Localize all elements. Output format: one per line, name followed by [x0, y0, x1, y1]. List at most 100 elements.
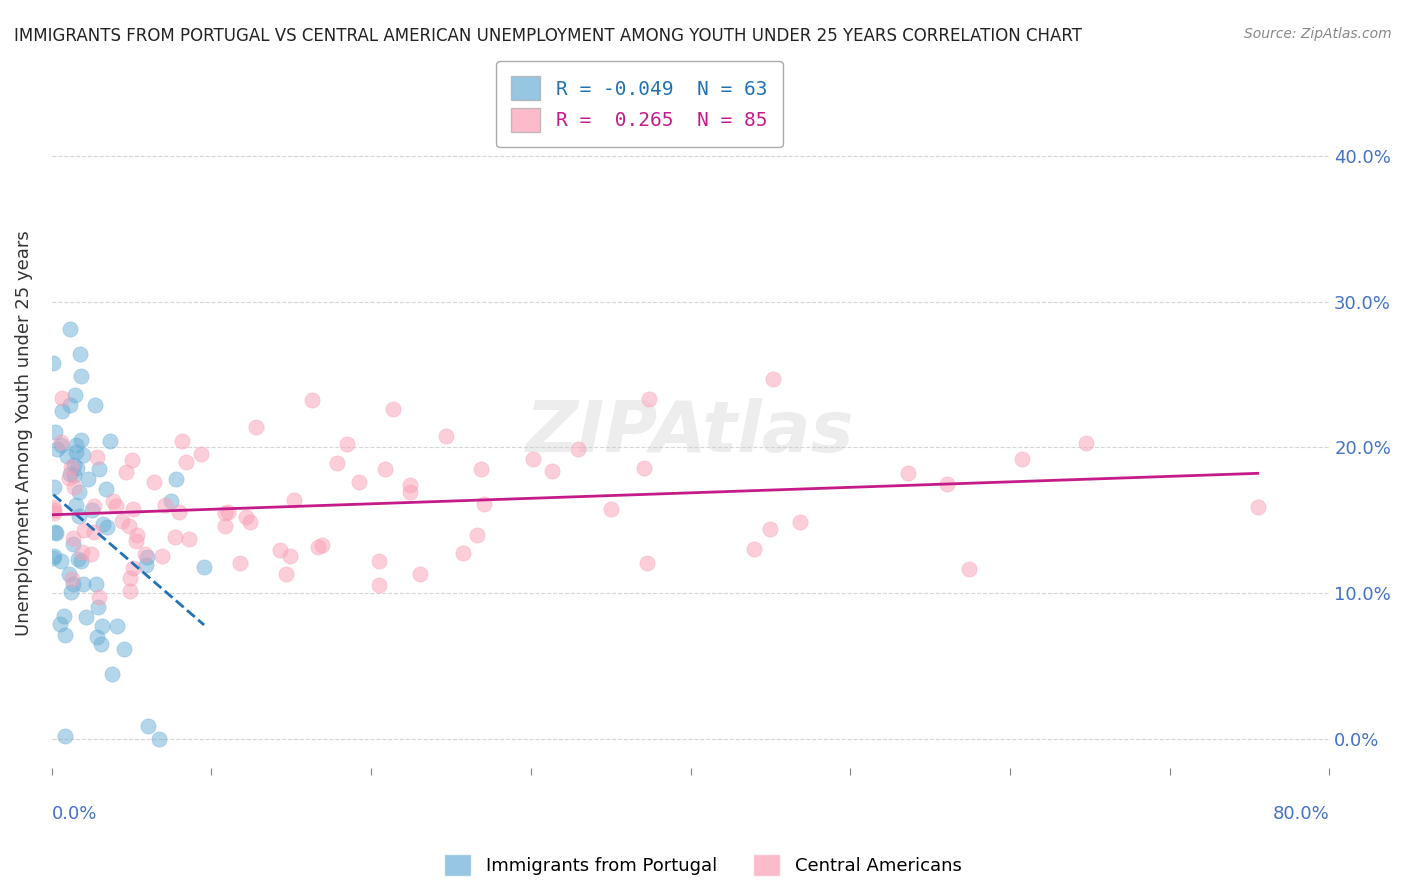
- Point: [72, 577, 94, 591]
- Point: [118, 571, 141, 585]
- Point: [374, 461, 396, 475]
- Point: [190, 447, 212, 461]
- Point: [759, 522, 782, 536]
- Point: [65, 498, 87, 512]
- Point: [172, 434, 194, 448]
- Point: [326, 456, 349, 470]
- Point: [111, 514, 134, 528]
- Point: [53, 627, 76, 641]
- Point: [60, 573, 83, 587]
- Point: [522, 452, 544, 467]
- Point: [134, 547, 156, 561]
- Point: [56, 450, 79, 464]
- Point: [42, 500, 65, 515]
- Point: [368, 554, 391, 568]
- Point: [217, 505, 239, 519]
- Point: [311, 538, 333, 552]
- Point: [633, 461, 655, 475]
- Point: [153, 498, 176, 512]
- Point: [235, 510, 257, 524]
- Point: [160, 493, 183, 508]
- Point: [368, 577, 391, 591]
- Point: [121, 453, 143, 467]
- Point: [398, 478, 420, 492]
- Point: [67, 508, 90, 523]
- Point: [84, 576, 107, 591]
- Point: [105, 499, 128, 513]
- Point: [465, 528, 488, 542]
- Point: [98, 434, 121, 448]
- Point: [121, 502, 143, 516]
- Point: [1247, 500, 1270, 515]
- Point: [101, 666, 124, 681]
- Point: [935, 477, 957, 491]
- Point: [51, 403, 73, 417]
- Point: [59, 467, 82, 482]
- Point: [75, 610, 97, 624]
- Point: [73, 524, 96, 538]
- Point: [67, 485, 90, 500]
- Point: [86, 599, 108, 614]
- Text: IMMIGRANTS FROM PORTUGAL VS CENTRAL AMERICAN UNEMPLOYMENT AMONG YOUTH UNDER 25 Y: IMMIGRANTS FROM PORTUGAL VS CENTRAL AMER…: [14, 27, 1083, 45]
- Point: [62, 531, 84, 545]
- Point: [540, 464, 562, 478]
- Point: [274, 566, 297, 581]
- Point: [112, 642, 135, 657]
- Point: [44, 506, 66, 520]
- Point: [1011, 452, 1033, 467]
- Point: [214, 518, 236, 533]
- Point: [63, 480, 86, 494]
- Point: [83, 398, 105, 412]
- Point: [169, 505, 191, 519]
- Point: [70, 369, 93, 384]
- Point: [301, 392, 323, 407]
- Point: [567, 442, 589, 456]
- Point: [42, 356, 65, 370]
- Text: ZIPAtlas: ZIPAtlas: [526, 399, 855, 467]
- Point: [136, 719, 159, 733]
- Point: [125, 528, 148, 542]
- Y-axis label: Unemployment Among Youth under 25 years: Unemployment Among Youth under 25 years: [15, 230, 32, 636]
- Point: [44, 503, 66, 517]
- Point: [150, 549, 173, 563]
- Point: [636, 556, 658, 570]
- Point: [163, 530, 186, 544]
- Point: [80, 503, 103, 517]
- Point: [65, 438, 87, 452]
- Point: [105, 619, 128, 633]
- Point: [148, 731, 170, 746]
- Point: [118, 518, 141, 533]
- Point: [70, 545, 93, 559]
- Point: [91, 517, 114, 532]
- Point: [761, 372, 783, 386]
- Point: [65, 445, 87, 459]
- Point: [44, 549, 66, 564]
- Point: [62, 458, 84, 473]
- Point: [46, 442, 69, 456]
- Legend: Immigrants from Portugal, Central Americans: Immigrants from Portugal, Central Americ…: [437, 847, 969, 883]
- Point: [69, 346, 91, 360]
- Point: [136, 549, 159, 564]
- Point: [42, 551, 65, 566]
- Point: [278, 549, 301, 563]
- Point: [48, 616, 70, 631]
- Point: [94, 483, 117, 497]
- Point: [53, 609, 76, 624]
- Point: [307, 540, 329, 554]
- Point: [347, 475, 370, 489]
- Point: [239, 515, 262, 529]
- Point: [142, 475, 165, 489]
- Point: [193, 560, 215, 574]
- Point: [53, 729, 76, 743]
- Point: [135, 558, 157, 572]
- Point: [409, 567, 432, 582]
- Point: [86, 450, 108, 464]
- Point: [165, 472, 187, 486]
- Point: [91, 619, 114, 633]
- Point: [70, 554, 93, 568]
- Point: [72, 448, 94, 462]
- Text: 80.0%: 80.0%: [1272, 805, 1329, 822]
- Point: [45, 526, 67, 541]
- Point: [49, 554, 72, 568]
- Point: [62, 536, 84, 550]
